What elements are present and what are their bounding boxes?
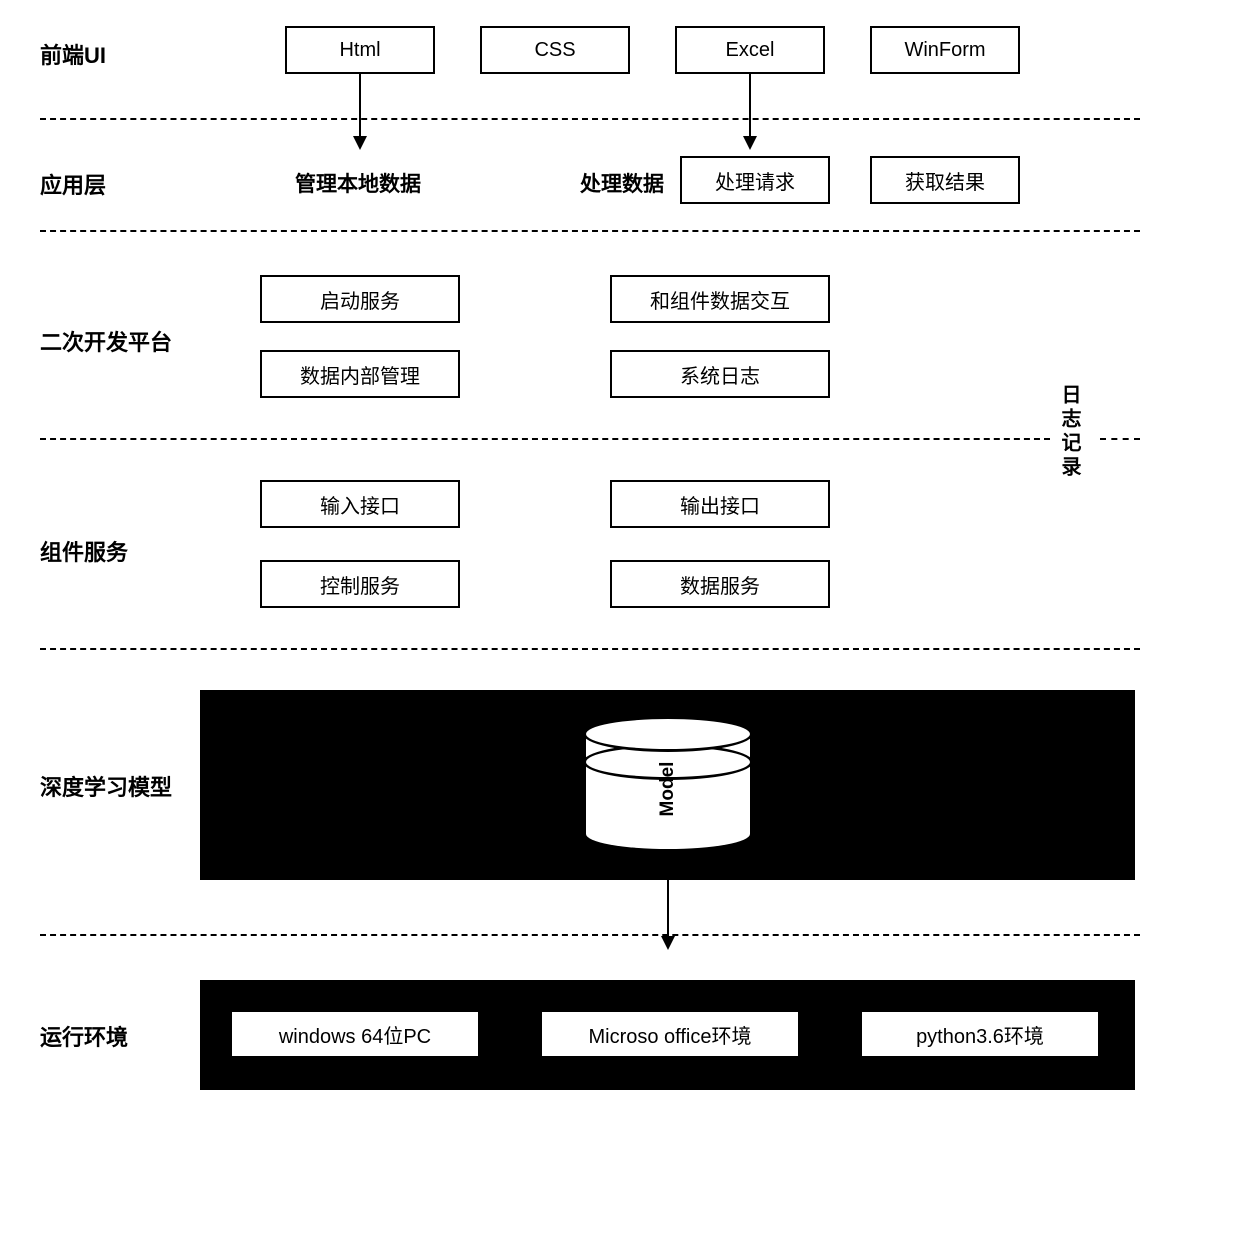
architecture-diagram: 前端UI Html CSS Excel WinForm 应用层 管理本地数据 处… bbox=[40, 20, 1200, 1220]
text-manage-local: 管理本地数据 bbox=[295, 168, 421, 198]
box-syslog: 系统日志 bbox=[610, 350, 830, 398]
divider-2 bbox=[40, 230, 1140, 232]
divider-4 bbox=[40, 648, 1140, 650]
box-excel: Excel bbox=[675, 26, 825, 74]
box-handle-request: 处理请求 bbox=[680, 156, 830, 204]
divider-1 bbox=[40, 118, 1140, 120]
side-label-logging: 日志记录 bbox=[1055, 384, 1084, 480]
divider-5 bbox=[40, 934, 1140, 936]
box-get-result: 获取结果 bbox=[870, 156, 1020, 204]
box-start-service: 启动服务 bbox=[260, 275, 460, 323]
row-label-dlmodel: 深度学习模型 bbox=[40, 770, 172, 802]
arrow-model-to-runtime bbox=[667, 880, 669, 948]
box-component-interact: 和组件数据交互 bbox=[610, 275, 830, 323]
box-css: CSS bbox=[480, 26, 630, 74]
panel-dlmodel: Model bbox=[200, 690, 1135, 880]
row-label-devplatform: 二次开发平台 bbox=[40, 325, 172, 357]
box-control-service: 控制服务 bbox=[260, 560, 460, 608]
box-output-interface: 输出接口 bbox=[610, 480, 830, 528]
divider-3-right bbox=[1100, 438, 1140, 440]
box-input-interface: 输入接口 bbox=[260, 480, 460, 528]
row-label-frontend: 前端UI bbox=[40, 38, 106, 70]
row-label-app: 应用层 bbox=[40, 168, 106, 200]
arrow-excel-to-process bbox=[749, 74, 751, 148]
cylinder-model-icon: Model bbox=[583, 716, 753, 834]
box-data-service: 数据服务 bbox=[610, 560, 830, 608]
box-html: Html bbox=[285, 26, 435, 74]
cylinder-label: Model bbox=[657, 762, 679, 817]
box-data-internal-mgmt: 数据内部管理 bbox=[260, 350, 460, 398]
box-ms-office: Microso office环境 bbox=[540, 1010, 800, 1058]
arrow-html-to-manage bbox=[359, 74, 361, 148]
row-label-component: 组件服务 bbox=[40, 535, 128, 567]
row-label-runtime: 运行环境 bbox=[40, 1020, 128, 1052]
box-winform: WinForm bbox=[870, 26, 1020, 74]
divider-3-left bbox=[40, 438, 1050, 440]
box-python36: python3.6环境 bbox=[860, 1010, 1100, 1058]
text-process-data: 处理数据 bbox=[580, 168, 664, 198]
box-windows-pc: windows 64位PC bbox=[230, 1010, 480, 1058]
